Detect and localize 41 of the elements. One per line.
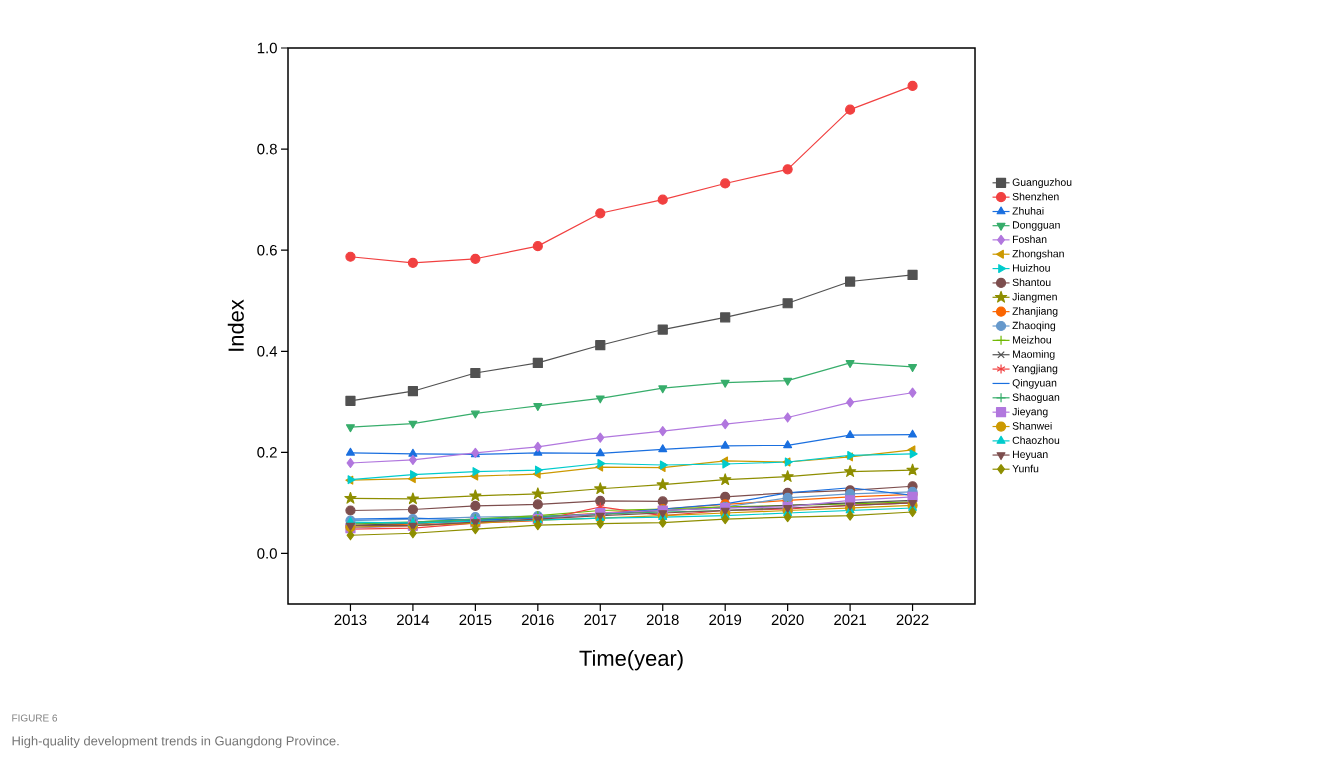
- x-tick-label: 2022: [896, 614, 929, 626]
- caption: FIGURE 6: [12, 714, 58, 722]
- legend-label: Zhaoqing: [1012, 321, 1056, 332]
- x-tick-label: 2018: [646, 614, 679, 626]
- legend-label: Guanguzhou: [1012, 178, 1072, 189]
- x-tick-label: 2021: [834, 614, 866, 626]
- y-tick-label: 0.2: [257, 447, 277, 458]
- legend-label: Jieyang: [1012, 407, 1048, 418]
- x-tick-label: 2014: [397, 614, 430, 626]
- legend-label: Zhongshan: [1012, 249, 1064, 260]
- x-tick-label: 2019: [709, 614, 742, 626]
- legend-label: Heyuan: [1013, 450, 1048, 461]
- legend-label: Maoming: [1013, 350, 1055, 360]
- legend-label: Foshan: [1013, 235, 1047, 244]
- x-tick-label: 2013: [334, 614, 367, 626]
- x-tick-label: 2016: [521, 614, 554, 626]
- legend-label: Shanwei: [1012, 421, 1052, 430]
- legend-label: Yangjiang: [1012, 364, 1058, 375]
- legend-label: Dongguan: [1013, 221, 1060, 231]
- x-tick-label: 2020: [771, 614, 804, 626]
- y-tick-label: 0.6: [257, 244, 277, 256]
- y-tick-label: 0.4: [257, 345, 278, 357]
- legend-label: Chaozhou: [1012, 436, 1060, 445]
- legend-label: Shaoguan: [1012, 393, 1060, 404]
- y-tick-label: 1.0: [257, 42, 277, 54]
- text: High-quality development trends in Guangdong Province.: [12, 735, 339, 749]
- legend-label: Zhuhai: [1012, 206, 1044, 215]
- y-axis-title: Index: [227, 299, 244, 351]
- x-tick-label: 2015: [459, 614, 492, 626]
- legend-label: Shenzhen: [1012, 192, 1059, 201]
- legend-label: Meizhou: [1013, 335, 1051, 344]
- x-axis-title: Time(year): [579, 649, 683, 671]
- legend-label: Jiangmen: [1012, 292, 1057, 303]
- legend-label: Huizhou: [1013, 264, 1050, 272]
- legend-label: Shantou: [1012, 278, 1051, 287]
- y-tick-label: 0.8: [257, 143, 277, 155]
- legend-label: Qingyuan: [1012, 378, 1057, 389]
- legend-label: Zhanjiang: [1012, 307, 1058, 317]
- y-tick-label: 0.0: [257, 548, 277, 559]
- x-tick-label: 2017: [584, 614, 617, 626]
- legend-label: Yunfu: [1012, 464, 1039, 473]
